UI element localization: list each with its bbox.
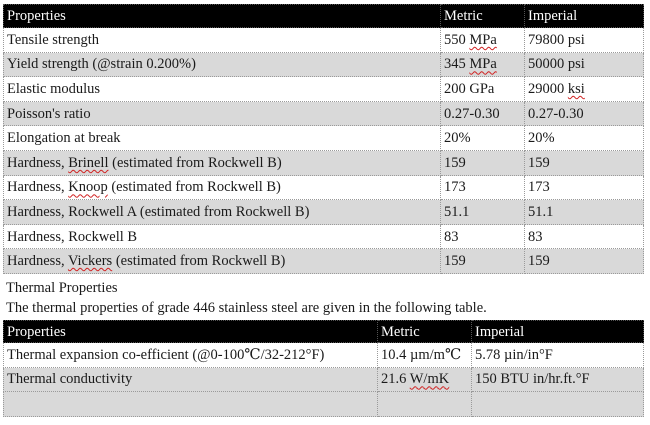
imperial-cell: 0.27-0.30	[525, 101, 644, 127]
header-imperial: Imperial	[472, 320, 644, 343]
imperial-cell: 159	[525, 249, 644, 274]
metric-cell: 20%	[441, 126, 525, 151]
metric-unit: W/mK	[409, 371, 450, 388]
table-row: Elastic modulus 200 GPa 29000 ksi	[3, 77, 644, 102]
property-cell: Thermal expansion co-efficient (@0-100℃/…	[3, 343, 378, 368]
metric-cell: 200 GPa	[441, 77, 525, 102]
imperial-cell: 83	[525, 224, 644, 250]
imperial-cell	[472, 392, 644, 417]
metric-cell: 21.6 W/mK	[378, 367, 472, 392]
imperial-cell: 51.1	[525, 200, 644, 225]
spellcheck-word: Brinell	[68, 154, 109, 171]
property-cell: Poisson's ratio	[3, 101, 441, 127]
metric-cell: 83	[441, 224, 525, 250]
header-properties: Properties	[3, 320, 378, 343]
spellcheck-word: Vickers	[67, 253, 113, 270]
metric-cell: 0.27-0.30	[441, 101, 525, 127]
table-row: Hardness, Brinell (estimated from Rockwe…	[3, 150, 644, 176]
imperial-cell: 20%	[525, 126, 644, 151]
header-metric: Metric	[441, 4, 525, 28]
property-cell: Yield strength (@strain 0.200%)	[3, 52, 441, 78]
table-row: Hardness, Vickers (estimated from Rockwe…	[3, 249, 644, 274]
imperial-cell: 29000 ksi	[525, 77, 644, 102]
table-row: Elongation at break 20% 20%	[3, 126, 644, 151]
table-row: Hardness, Rockwell B 83 83	[3, 224, 644, 250]
property-cell: Hardness, Vickers (estimated from Rockwe…	[3, 249, 441, 274]
property-cell: Hardness, Knoop (estimated from Rockwell…	[3, 175, 441, 201]
metric-cell: 173	[441, 175, 525, 201]
table-row	[3, 392, 644, 417]
section-intro-text: The thermal properties of grade 446 stai…	[6, 300, 487, 316]
imperial-cell: 173	[525, 175, 644, 201]
header-metric: Metric	[378, 320, 472, 343]
table-row: Hardness, Knoop (estimated from Rockwell…	[3, 175, 644, 201]
table-header-row: Properties Metric Imperial	[3, 320, 644, 343]
metric-cell: 159	[441, 249, 525, 274]
imperial-cell: 50000 psi	[525, 52, 644, 78]
metric-cell: 345 MPa	[441, 52, 525, 78]
imperial-cell: 159	[525, 150, 644, 176]
imperial-cell: 150 BTU in/hr.ft.°F	[472, 367, 644, 392]
property-cell: Elastic modulus	[3, 77, 441, 102]
metric-cell	[378, 392, 472, 417]
table-row: Thermal expansion co-efficient (@0-100℃/…	[3, 343, 644, 368]
mechanical-properties-table: Properties Metric Imperial Tensile stren…	[3, 4, 644, 274]
metric-unit: MPa	[469, 31, 497, 48]
imperial-unit: ksi	[567, 80, 585, 97]
table-row: Hardness, Rockwell A (estimated from Roc…	[3, 200, 644, 225]
property-cell: Hardness, Brinell (estimated from Rockwe…	[3, 150, 441, 176]
spellcheck-word: Knoop	[68, 179, 108, 196]
metric-unit: MPa	[469, 56, 497, 73]
property-cell: Elongation at break	[3, 126, 441, 151]
property-cell: Hardness, Rockwell A (estimated from Roc…	[3, 200, 441, 225]
header-imperial: Imperial	[525, 4, 644, 28]
property-cell: Thermal conductivity	[3, 367, 378, 392]
table-row: Yield strength (@strain 0.200%) 345 MPa …	[3, 52, 644, 78]
table-row: Tensile strength 550 MPa 79800 psi	[3, 28, 644, 53]
metric-cell: 51.1	[441, 200, 525, 225]
property-cell	[3, 392, 378, 417]
metric-cell: 550 MPa	[441, 28, 525, 53]
metric-cell: 10.4 µm/m℃	[378, 343, 472, 368]
table-row: Poisson's ratio 0.27-0.30 0.27-0.30	[3, 101, 644, 127]
header-properties: Properties	[3, 4, 441, 28]
thermal-properties-table: Properties Metric Imperial Thermal expan…	[3, 320, 644, 417]
imperial-cell: 79800 psi	[525, 28, 644, 53]
property-cell: Tensile strength	[3, 28, 441, 53]
table-row: Thermal conductivity 21.6 W/mK 150 BTU i…	[3, 367, 644, 392]
table-header-row: Properties Metric Imperial	[3, 4, 644, 28]
imperial-cell: 5.78 µin/in°F	[472, 343, 644, 368]
property-cell: Hardness, Rockwell B	[3, 224, 441, 250]
section-heading: Thermal Properties	[6, 280, 118, 296]
metric-cell: 159	[441, 150, 525, 176]
